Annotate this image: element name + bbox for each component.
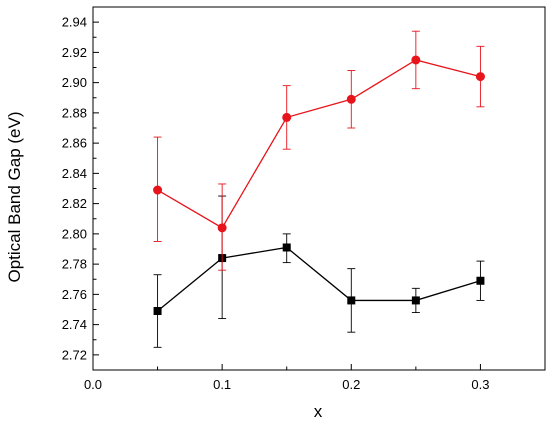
x-tick-label: 0.1 <box>213 377 231 392</box>
y-tick-label: 2.76 <box>62 287 87 302</box>
data-point-square <box>282 243 291 252</box>
y-tick-label: 2.92 <box>62 45 87 60</box>
y-tick-label: 2.94 <box>62 15 87 30</box>
data-point-circle <box>346 94 356 104</box>
axes-layer: 0.0 0.1 0.2 0.3 2.72 2.74 2.76 2.78 2.80 2.82 2.84… <box>62 6 546 392</box>
series-line <box>157 59 481 229</box>
y-tick-label: 2.80 <box>62 226 87 241</box>
data-point-circle <box>153 185 163 195</box>
series-circle <box>153 30 485 271</box>
data-point-square <box>476 276 485 285</box>
x-tick-label: 0.3 <box>471 377 489 392</box>
data-point-circle <box>282 112 292 122</box>
y-tick-label: 2.84 <box>62 166 87 181</box>
data-point-circle <box>411 55 421 65</box>
x-tick-label: 0.0 <box>84 377 102 392</box>
y-tick-label: 2.82 <box>62 196 87 211</box>
data-point-circle <box>475 72 485 82</box>
series-layer <box>153 30 485 348</box>
data-point-square <box>411 296 420 305</box>
y-tick-label: 2.72 <box>62 347 87 362</box>
y-tick-label: 2.88 <box>62 105 87 120</box>
data-point-square <box>347 296 356 305</box>
y-tick-label: 2.90 <box>62 75 87 90</box>
data-point-circle <box>217 223 227 233</box>
data-point-square <box>153 307 162 316</box>
x-axis-title: x <box>314 402 323 421</box>
y-axis-title: Optical Band Gap (eV) <box>5 111 24 282</box>
y-tick-label: 2.74 <box>62 317 87 332</box>
series-square <box>153 195 485 348</box>
series-line <box>157 246 481 312</box>
x-tick-label: 0.2 <box>342 377 360 392</box>
y-tick-label: 2.78 <box>62 257 87 272</box>
y-tick-label: 2.86 <box>62 136 87 151</box>
